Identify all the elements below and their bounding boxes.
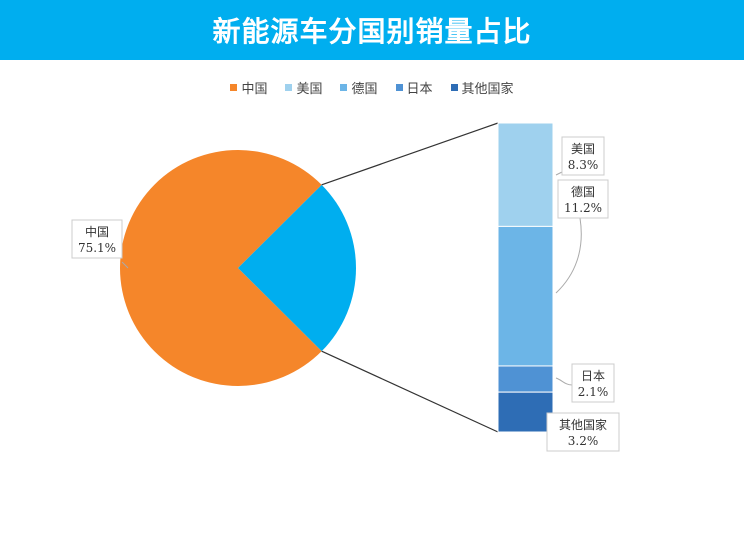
label-value: 3.2% bbox=[568, 434, 599, 448]
legend-label: 中国 bbox=[241, 82, 268, 97]
label-value: 2.1% bbox=[578, 385, 609, 399]
leader-line bbox=[121, 261, 129, 269]
label-category: 德国 bbox=[571, 184, 595, 199]
connector-line-top bbox=[321, 122, 499, 186]
label-category: 中国 bbox=[85, 224, 109, 239]
label-value: 8.3% bbox=[568, 158, 599, 172]
legend-swatch bbox=[285, 84, 293, 91]
bar-segment-3 bbox=[497, 391, 554, 433]
data-label-0: 中国 75.1% bbox=[71, 219, 129, 269]
legend-item-japan: 日本 bbox=[395, 78, 433, 97]
leader-line bbox=[555, 217, 582, 294]
label-box bbox=[546, 412, 620, 452]
label-box bbox=[561, 136, 605, 176]
legend-item-usa: 美国 bbox=[285, 78, 322, 97]
label-box bbox=[557, 179, 609, 219]
legend-item-others: 其他国家 bbox=[450, 78, 514, 97]
leader-line bbox=[555, 171, 563, 176]
legend-label: 德国 bbox=[351, 82, 378, 97]
legend-item-germany: 德国 bbox=[340, 78, 378, 97]
pie-slice-china bbox=[120, 150, 322, 386]
bar-segment-2 bbox=[497, 365, 554, 393]
label-category: 美国 bbox=[571, 142, 595, 156]
chart-title: 新能源车分国别销量占比 bbox=[212, 15, 532, 48]
bar-segment-0 bbox=[497, 122, 554, 227]
label-category: 其他国家 bbox=[559, 417, 607, 432]
label-value: 75.1% bbox=[78, 241, 116, 255]
legend-swatch bbox=[395, 84, 403, 91]
legend-label: 美国 bbox=[296, 82, 323, 97]
legend-item-china: 中国 bbox=[230, 78, 267, 97]
legend-swatch bbox=[230, 84, 238, 91]
legend-label: 其他国家 bbox=[461, 82, 514, 97]
legend-swatch bbox=[340, 84, 348, 91]
legend-label: 日本 bbox=[406, 82, 433, 97]
label-category: 日本 bbox=[581, 369, 605, 383]
leader-line bbox=[555, 377, 573, 386]
data-label-2: 德国 11.2% bbox=[555, 179, 609, 294]
title-bar: 新能源车分国别销量占比 bbox=[0, 0, 744, 60]
data-label-1: 美国 8.3% bbox=[555, 136, 605, 176]
bar-segment-1 bbox=[497, 225, 554, 367]
label-value: 11.2% bbox=[564, 201, 602, 215]
legend-swatch bbox=[450, 84, 458, 91]
data-label-4: 其他国家 3.2% bbox=[546, 412, 620, 452]
pie-slice-other bbox=[238, 184, 357, 352]
label-box bbox=[571, 363, 615, 403]
legend: 中国 美国 德国 日本 其他国家 bbox=[0, 78, 744, 97]
connector-line-bottom bbox=[321, 350, 499, 433]
label-box bbox=[71, 219, 123, 259]
data-label-3: 日本 2.1% bbox=[555, 363, 615, 403]
